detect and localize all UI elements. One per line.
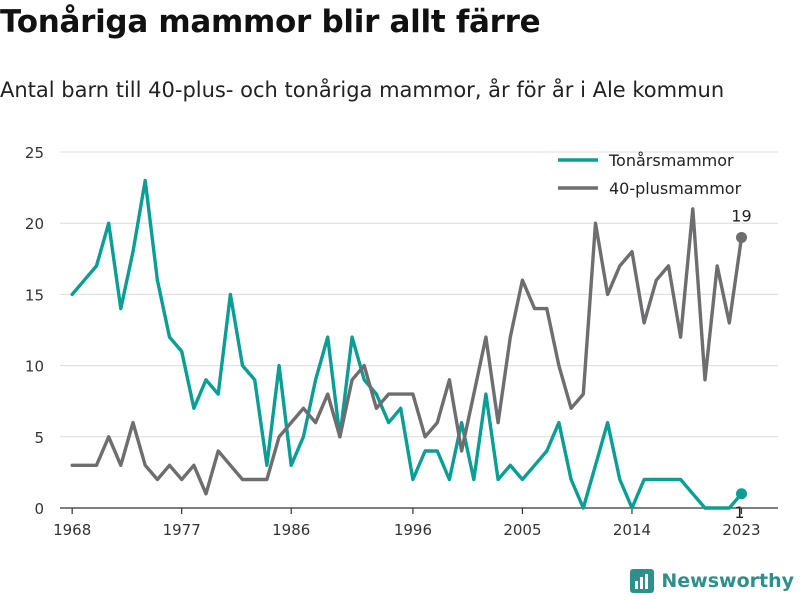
legend-label-1: 40-plusmammor — [609, 179, 742, 198]
end-label-tonars: 1 — [734, 503, 744, 522]
x-tick-label: 1996 — [394, 521, 432, 539]
end-label-40plus: 19 — [731, 206, 751, 225]
series-line-1 — [70, 207, 744, 496]
newsworthy-logo-icon — [630, 569, 655, 593]
brand-logo: Newsworthy — [629, 568, 794, 594]
x-tick-label: 1977 — [163, 521, 201, 539]
x-tick-label: 2023 — [722, 521, 760, 539]
series-endpoint-1 — [735, 231, 747, 243]
x-tick-label: 1986 — [272, 521, 310, 539]
series-endpoint-0 — [735, 488, 747, 500]
x-tick-label: 2014 — [613, 521, 651, 539]
chart-subtitle: Antal barn till 40-plus- och tonåriga ma… — [0, 78, 725, 102]
y-tick-label: 5 — [34, 429, 44, 447]
series-line-0 — [70, 178, 744, 510]
brand-name: Newsworthy — [661, 570, 794, 592]
y-tick-label: 25 — [25, 144, 44, 162]
legend-label-0: Tonårsmammor — [608, 151, 734, 170]
y-tick-label: 20 — [25, 215, 44, 233]
y-tick-label: 15 — [25, 286, 44, 304]
chart-title: Tonåriga mammor blir allt färre — [0, 4, 541, 40]
x-tick-label: 2005 — [503, 521, 541, 539]
y-tick-label: 10 — [25, 358, 44, 376]
x-tick-label: 1968 — [53, 521, 91, 539]
y-tick-label: 0 — [34, 500, 44, 518]
